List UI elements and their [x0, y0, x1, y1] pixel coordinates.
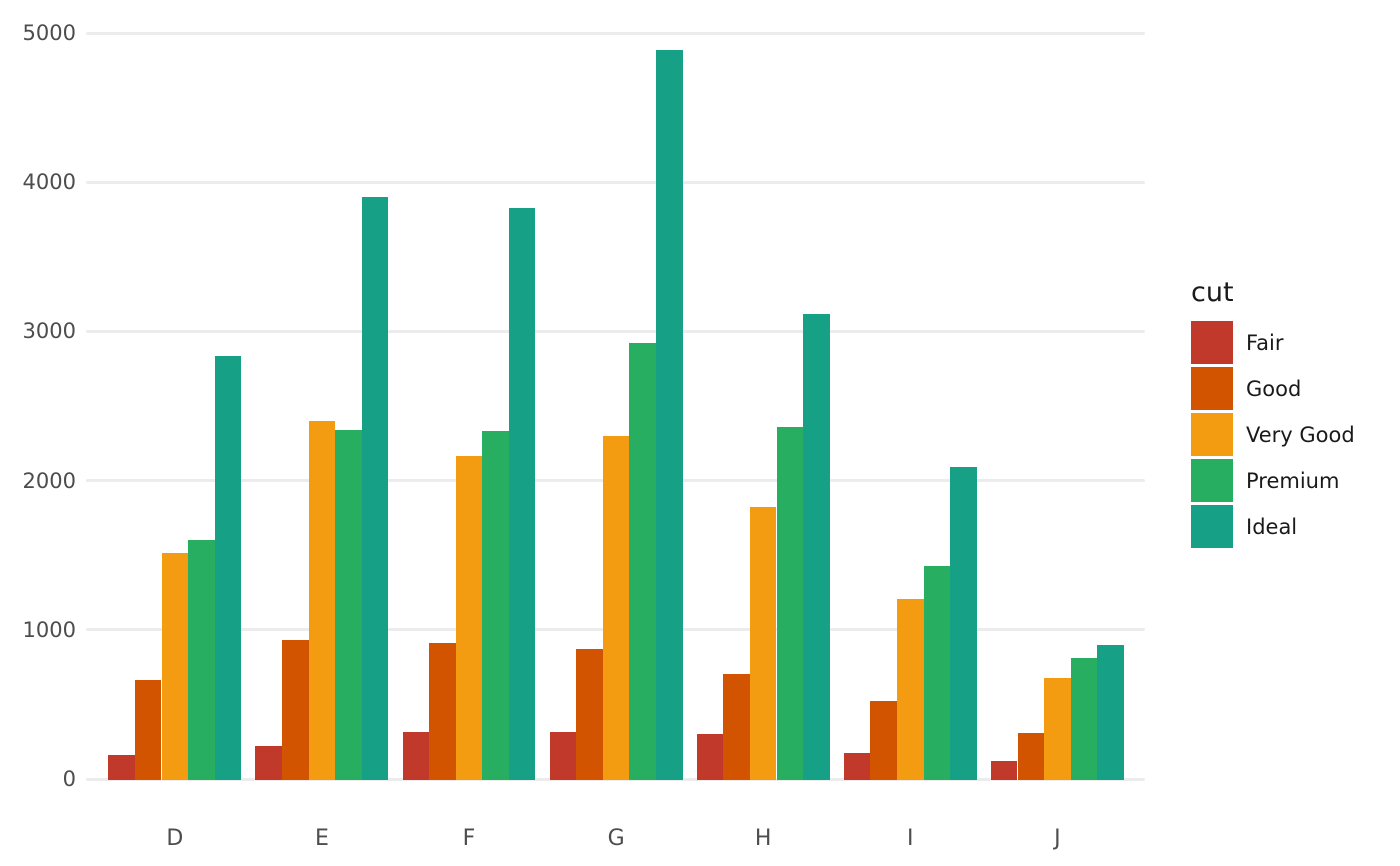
- y-tick-label-5000: 5000: [22, 21, 76, 45]
- y-tick-label-4000: 4000: [22, 170, 76, 195]
- x-tick-label-F: F: [462, 826, 476, 851]
- legend-swatch-good: [1191, 367, 1233, 410]
- legend-swatch-premium: [1191, 459, 1233, 502]
- bar-J-premium: [1070, 658, 1098, 781]
- x-tick-label-E: E: [314, 826, 329, 851]
- x-tick-label-H: H: [754, 826, 772, 851]
- y-tick-label-0: 0: [62, 767, 76, 791]
- bar-F-very-good: [455, 456, 483, 781]
- bar-J-very-good: [1044, 677, 1071, 781]
- x-tick-label-G: G: [607, 826, 625, 851]
- legend-label-premium: Premium: [1246, 468, 1340, 493]
- bar-G-fair: [549, 732, 577, 781]
- bar-D-ideal: [214, 356, 242, 781]
- bar-I-premium: [923, 565, 951, 781]
- bar-I-good: [870, 701, 897, 781]
- legend-swatch-very-good: [1191, 413, 1233, 456]
- bar-D-premium: [188, 539, 215, 781]
- bar-J-ideal: [1097, 645, 1124, 781]
- y-tick-label-2000: 2000: [22, 468, 76, 493]
- bar-F-fair: [402, 732, 430, 781]
- bar-G-good: [576, 649, 603, 781]
- x-tick-label-I: I: [907, 826, 914, 851]
- bar-H-premium: [776, 426, 804, 781]
- bar-D-good: [134, 680, 162, 781]
- bar-E-fair: [255, 745, 282, 781]
- legend-label-very-good: Very Good: [1246, 422, 1355, 447]
- legend-item-good: Good: [1191, 367, 1355, 410]
- bar-F-good: [429, 643, 456, 781]
- legend-title: cut: [1191, 277, 1234, 308]
- bar-J-fair: [990, 761, 1018, 781]
- legend: cut Fair Good Very Good Premium Ideal: [1191, 276, 1355, 551]
- bar-H-fair: [696, 733, 724, 781]
- gridline-5000: [86, 31, 1145, 35]
- x-tick-label-J: J: [1054, 826, 1061, 851]
- y-tick-label-3000: 3000: [22, 319, 76, 344]
- legend-label-fair: Fair: [1246, 330, 1284, 355]
- gridline-3000: [86, 329, 1145, 333]
- bar-E-ideal: [361, 196, 389, 781]
- legend-item-ideal: Ideal: [1191, 505, 1355, 548]
- gridline-4000: [86, 180, 1145, 184]
- x-tick-label-D: D: [166, 826, 184, 851]
- legend-item-fair: Fair: [1191, 321, 1355, 364]
- bar-H-good: [723, 674, 750, 781]
- bar-H-ideal: [803, 314, 830, 781]
- legend-label-ideal: Ideal: [1246, 514, 1298, 539]
- bar-E-premium: [335, 430, 362, 781]
- bar-G-ideal: [656, 50, 683, 781]
- legend-item-premium: Premium: [1191, 459, 1355, 502]
- bar-H-very-good: [749, 506, 777, 781]
- bar-F-ideal: [508, 208, 536, 781]
- bar-F-premium: [482, 431, 509, 781]
- bar-E-good: [282, 639, 309, 781]
- legend-swatch-ideal: [1191, 505, 1233, 548]
- legend-items: Fair Good Very Good Premium Ideal: [1191, 321, 1355, 548]
- bar-I-fair: [843, 752, 871, 781]
- bar-I-very-good: [897, 599, 924, 781]
- legend-swatch-fair: [1191, 321, 1233, 364]
- legend-label-good: Good: [1246, 376, 1302, 401]
- legend-item-very-good: Very Good: [1191, 413, 1355, 456]
- bar-D-fair: [108, 754, 135, 781]
- bar-I-ideal: [950, 466, 977, 781]
- y-tick-label-1000: 1000: [22, 617, 76, 642]
- bar-G-premium: [629, 342, 656, 781]
- bar-G-very-good: [602, 435, 630, 781]
- bar-E-very-good: [308, 420, 336, 781]
- bar-J-good: [1017, 733, 1045, 781]
- bar-D-very-good: [161, 553, 189, 781]
